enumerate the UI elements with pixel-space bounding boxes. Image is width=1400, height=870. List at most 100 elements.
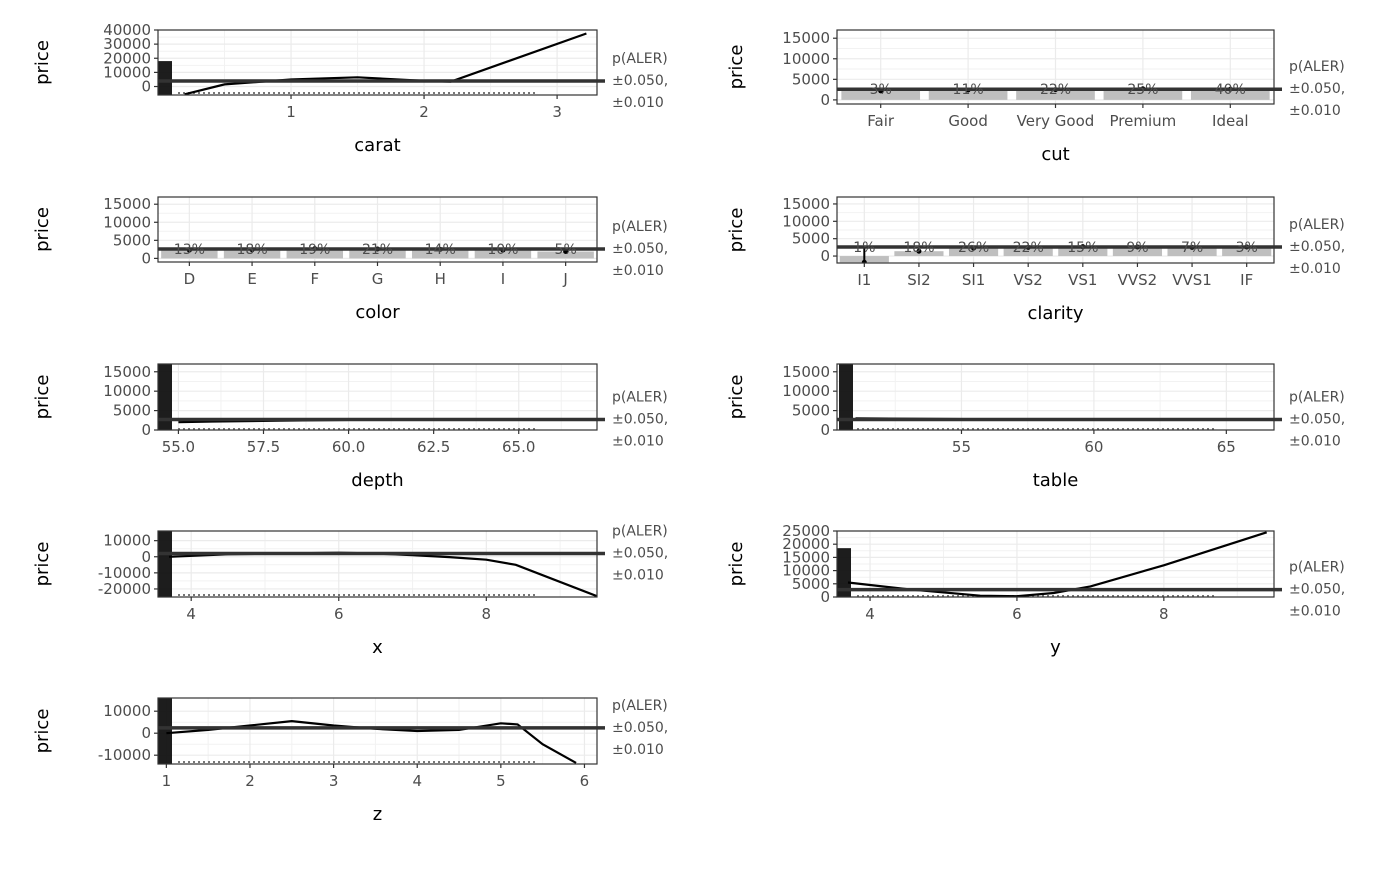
percent-label: 26%: [958, 240, 989, 256]
x-axis-title: clarity: [1027, 303, 1083, 324]
y-tick-label: 0: [141, 421, 151, 439]
x-tick-label: Ideal: [1212, 112, 1249, 130]
x-axis-title: carat: [354, 135, 400, 156]
x-tick-label: 1: [286, 103, 296, 121]
panel-border: [157, 363, 598, 431]
panel-background: [158, 531, 597, 597]
aler-label: p(ALER): [1289, 217, 1345, 233]
y-axis-title: price: [32, 375, 53, 420]
bar-e: [223, 249, 281, 259]
y-axis-title: price: [32, 542, 53, 587]
x-axis-title: z: [373, 804, 382, 825]
y-tick-label: 0: [141, 78, 151, 96]
x-tick-label: 6: [334, 605, 344, 623]
aler-label: p(ALER): [1289, 390, 1345, 406]
x-tick-label: 65: [1217, 438, 1236, 456]
x-tick-label: 6: [1012, 605, 1022, 623]
x-axis-title: x: [372, 637, 383, 658]
aler-label: ±0.010: [612, 263, 664, 279]
x-tick-label: 1: [162, 772, 172, 790]
x-tick-label: VS2: [1014, 271, 1043, 289]
y-axis-title: price: [32, 40, 53, 85]
x-tick-label: Good: [948, 112, 988, 130]
panel-z: -10000 0 10000 1 2 3 4 5 6 z price p(ALER) ±0.050, ±0…: [32, 697, 668, 825]
y-tick-label: -10000: [98, 564, 151, 582]
aler-label: ±0.050,: [1289, 81, 1345, 97]
aler-label: ±0.010: [1289, 434, 1341, 450]
aler-label: p(ALER): [612, 698, 668, 714]
percent-label: 11%: [953, 82, 984, 98]
bar-vs2: [1003, 247, 1053, 257]
y-tick-label: 15000: [782, 195, 830, 213]
bar-h: [411, 249, 469, 259]
y-tick-label: 10000: [782, 50, 830, 68]
percent-label: 22%: [1040, 82, 1071, 98]
x-tick-label: 4: [865, 605, 875, 623]
aler-label: ±0.050,: [1289, 412, 1345, 428]
x-tick-label: G: [372, 270, 384, 288]
y-tick-label: 15000: [782, 29, 830, 47]
panel-border: [157, 530, 598, 598]
y-tick-label: 0: [820, 91, 830, 109]
x-tick-label: SI1: [962, 271, 986, 289]
x-axis-title: color: [355, 302, 400, 323]
y-axis-title: price: [32, 709, 53, 754]
panel-border: [157, 697, 598, 765]
bar-if: [1222, 247, 1272, 257]
y-tick-label: 0: [820, 421, 830, 439]
y-tick-label: 15000: [782, 548, 830, 566]
x-tick-label: 55.0: [162, 438, 195, 456]
x-tick-label: 6: [580, 772, 590, 790]
x-tick-label: IF: [1240, 271, 1253, 289]
x-axis-title: cut: [1041, 144, 1069, 165]
y-axis-title: price: [32, 207, 53, 252]
x-tick-label: 8: [482, 605, 492, 623]
y-tick-label: 0: [820, 588, 830, 606]
bar-d: [161, 250, 218, 259]
bar-good: [928, 90, 1008, 100]
x-tick-label: 8: [1159, 605, 1169, 623]
panel-background: [158, 698, 597, 764]
x-tick-label: I: [501, 270, 505, 288]
x-tick-label: 3: [329, 772, 339, 790]
y-tick-label: 5000: [792, 575, 830, 593]
y-tick-label: 0: [141, 249, 151, 267]
bar-i: [474, 250, 532, 259]
aler-label: ±0.050,: [1289, 582, 1345, 598]
y-tick-label: -10000: [98, 746, 151, 764]
percent-label: 9%: [1126, 240, 1148, 256]
bar-fair: [841, 90, 921, 100]
y-tick-label: 20000: [782, 535, 830, 553]
x-tick-label: 60.0: [332, 438, 365, 456]
bar-very-good: [1016, 89, 1095, 100]
x-tick-label: 2: [245, 772, 255, 790]
aler-label: p(ALER): [612, 524, 668, 540]
x-tick-label: I1: [857, 271, 871, 289]
y-tick-label: 5000: [792, 230, 830, 248]
percent-label: 40%: [1215, 82, 1246, 98]
x-tick-label: 2: [419, 103, 429, 121]
x-tick-label: 57.5: [247, 438, 280, 456]
x-tick-label: Premium: [1110, 112, 1177, 130]
aler-label: p(ALER): [1289, 59, 1345, 75]
aler-label: p(ALER): [612, 219, 668, 235]
percent-label: 1%: [853, 240, 875, 256]
x-tick-label: F: [310, 270, 319, 288]
x-tick-label: 5: [496, 772, 506, 790]
panel-border: [836, 530, 1275, 598]
x-tick-label: 65.0: [502, 438, 535, 456]
y-tick-label: 10000: [103, 532, 151, 550]
x-axis-title: y: [1050, 637, 1061, 658]
y-rug: [158, 698, 172, 764]
y-tick-label: 25000: [782, 522, 830, 540]
y-tick-label: 0: [141, 724, 151, 742]
panel-border: [157, 29, 598, 96]
x-tick-label: 4: [412, 772, 422, 790]
aler-label: ±0.010: [1289, 261, 1341, 277]
percent-label: 18%: [237, 242, 268, 258]
y-rug: [158, 364, 172, 430]
